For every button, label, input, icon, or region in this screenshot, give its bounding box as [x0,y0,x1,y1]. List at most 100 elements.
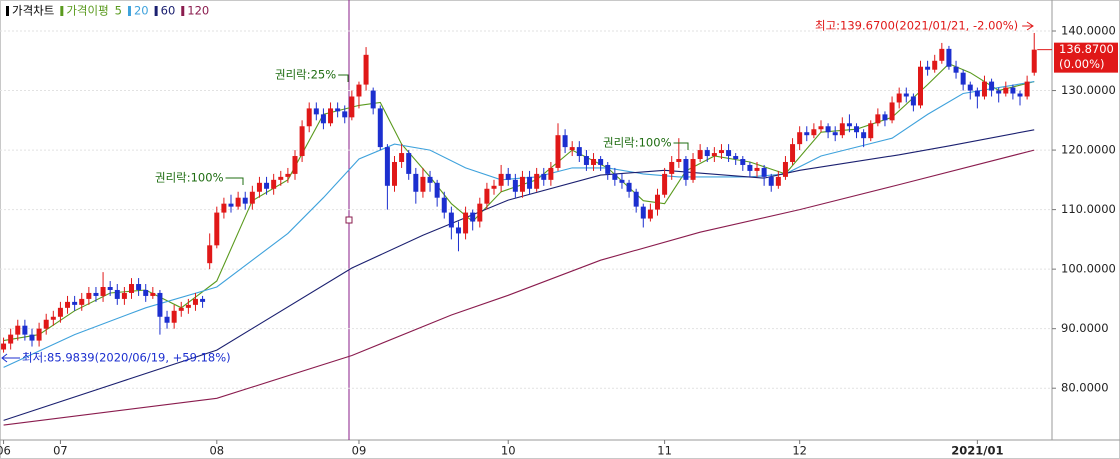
candle-body [775,176,781,186]
candle-body [477,203,483,222]
candle-body [200,298,206,302]
candle-body [228,203,234,207]
candle-body [356,84,362,97]
candle-body [733,156,739,160]
x-tick-label: 07 [53,444,68,458]
candle-body [910,96,916,106]
candle-body [903,93,909,97]
candle-body [711,153,717,157]
candle-body [448,212,454,228]
candle-body [235,197,241,207]
candle-body [576,147,582,157]
x-tick-label: 09 [352,444,367,458]
annotation: 권리락:25% [275,68,336,82]
candle-body [832,132,838,136]
legend-marker [127,6,131,16]
legend-entry: 120 [187,4,209,18]
candle-body [93,292,99,296]
candle-body [143,289,149,296]
candle-body [797,132,803,145]
candle-body [1031,49,1037,73]
candle-body [114,289,120,299]
y-tick-label: 90.0000 [1061,321,1109,335]
candle-body [434,182,440,198]
candle-body [754,167,760,171]
candle-body [377,108,383,148]
y-tick-label: 130.0000 [1061,83,1116,97]
legend-entry: 60 [161,4,176,18]
candle-body [918,66,923,106]
legend-group: 가격이평 [66,4,108,18]
candle-body [527,176,533,189]
candle-body [1024,81,1030,97]
candle-body [384,147,390,186]
candle-body [854,126,860,133]
candle-body [413,173,419,192]
candle-body [996,90,1002,94]
x-tick-label: 12 [792,444,807,458]
low-label: 최저:85.9839(2020/06/19, +59.18%) [22,351,231,365]
ma-line [3,149,1035,426]
ma-line [3,63,1035,342]
candle-body [626,182,632,192]
candle-body [925,66,931,70]
candle-body [463,212,469,234]
candle-body [171,310,177,323]
candle-body [591,159,597,165]
candle-body [655,194,660,210]
candle-body [8,334,14,344]
candle-body [320,114,326,124]
annotation-leader [673,142,689,150]
last-price-label: 136.8700 [1059,42,1114,56]
candle-body [605,164,611,174]
candle-body [121,292,127,299]
candle-body [1,343,7,350]
ma-line [3,129,1035,421]
candle-body [271,179,277,189]
candle-body [633,191,639,207]
candle-body [484,188,490,204]
candle-body [256,182,262,192]
annotation-leader [225,177,244,185]
candle-body [825,126,831,133]
candle-body [164,316,170,323]
candle-body [896,93,902,103]
annotation: 권리락:100% [603,136,672,150]
candle-body [569,147,575,151]
candle-body [65,301,71,308]
legend-marker [181,6,185,16]
candle-body [562,135,568,148]
candle-body [306,108,312,127]
last-change-label: (0.00%) [1059,57,1105,71]
candle-body [1010,87,1016,94]
candle-body [264,182,270,189]
candle-body [868,123,874,139]
candle-body [989,81,995,91]
candle-body [690,159,696,180]
candle-body [50,316,56,320]
candle-body [427,176,433,183]
candle-body [150,292,156,296]
candle-body [768,176,774,186]
candle-body [399,153,405,162]
candle-body [178,307,184,311]
candle-body [932,60,938,70]
candle-body [967,84,973,91]
x-tick-label: 08 [209,444,224,458]
candle-body [676,159,682,162]
y-tick-label: 100.0000 [1061,262,1116,276]
candle-body [960,72,966,85]
candle-body [157,292,163,317]
candle-body [370,90,376,109]
candle-body [29,334,35,341]
candle-body [534,173,540,189]
annotation: 권리락:100% [155,171,224,185]
candle-body [541,173,547,180]
candle-body [455,227,461,234]
legend-title: 가격차트 [12,4,54,18]
x-tick-label: 11 [657,444,672,458]
y-tick-label: 110.0000 [1061,202,1116,216]
candle-body [1017,93,1023,97]
candle-body [747,164,753,171]
candle-body [1003,87,1009,94]
